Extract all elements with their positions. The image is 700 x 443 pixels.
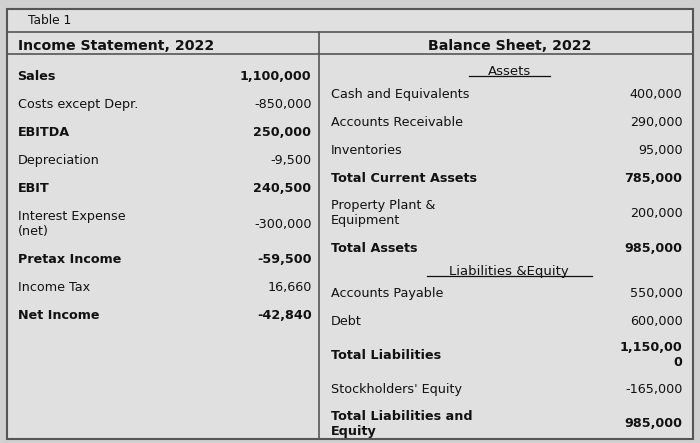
Text: Sales: Sales bbox=[18, 70, 56, 83]
Text: 1,100,000: 1,100,000 bbox=[240, 70, 312, 83]
Text: 600,000: 600,000 bbox=[630, 315, 682, 328]
Text: -165,000: -165,000 bbox=[625, 383, 682, 396]
Text: EBIT: EBIT bbox=[18, 182, 49, 195]
Text: Depreciation: Depreciation bbox=[18, 154, 99, 167]
Text: Property Plant &
Equipment: Property Plant & Equipment bbox=[331, 199, 435, 227]
Text: 95,000: 95,000 bbox=[638, 144, 682, 157]
Text: Inventories: Inventories bbox=[331, 144, 403, 157]
Text: Table 1: Table 1 bbox=[28, 14, 71, 27]
Text: 1,150,00: 1,150,00 bbox=[620, 341, 682, 354]
Text: Cash and Equivalents: Cash and Equivalents bbox=[331, 88, 470, 101]
Text: Accounts Receivable: Accounts Receivable bbox=[331, 116, 463, 129]
Text: Total Liabilities and
Equity: Total Liabilities and Equity bbox=[331, 409, 472, 438]
Text: -9,500: -9,500 bbox=[270, 154, 312, 167]
Text: 16,660: 16,660 bbox=[267, 281, 312, 294]
Text: Total Assets: Total Assets bbox=[331, 242, 418, 255]
Text: Accounts Payable: Accounts Payable bbox=[331, 288, 444, 300]
Text: EBITDA: EBITDA bbox=[18, 126, 69, 139]
Text: 200,000: 200,000 bbox=[630, 207, 682, 220]
Text: 985,000: 985,000 bbox=[624, 417, 682, 430]
Text: 785,000: 785,000 bbox=[624, 172, 682, 185]
Text: 400,000: 400,000 bbox=[630, 88, 682, 101]
Text: Assets: Assets bbox=[488, 65, 531, 78]
Text: Balance Sheet, 2022: Balance Sheet, 2022 bbox=[428, 39, 591, 53]
Text: Liabilities &Equity: Liabilities &Equity bbox=[449, 265, 569, 278]
Text: 0: 0 bbox=[673, 356, 682, 369]
Text: Pretax Income: Pretax Income bbox=[18, 253, 121, 266]
Text: 240,500: 240,500 bbox=[253, 182, 312, 195]
Text: Stockholders' Equity: Stockholders' Equity bbox=[331, 383, 462, 396]
Text: Net Income: Net Income bbox=[18, 309, 99, 322]
Text: -59,500: -59,500 bbox=[257, 253, 312, 266]
Text: -850,000: -850,000 bbox=[254, 98, 312, 111]
Text: 250,000: 250,000 bbox=[253, 126, 312, 139]
Text: Income Tax: Income Tax bbox=[18, 281, 90, 294]
Text: 985,000: 985,000 bbox=[624, 242, 682, 255]
Text: Income Statement, 2022: Income Statement, 2022 bbox=[18, 39, 213, 53]
Text: -42,840: -42,840 bbox=[257, 309, 312, 322]
Text: Costs except Depr.: Costs except Depr. bbox=[18, 98, 138, 111]
Text: Interest Expense
(net): Interest Expense (net) bbox=[18, 210, 125, 238]
Text: 550,000: 550,000 bbox=[629, 288, 682, 300]
Text: Total Current Assets: Total Current Assets bbox=[331, 172, 477, 185]
Text: Debt: Debt bbox=[331, 315, 362, 328]
Text: Total Liabilities: Total Liabilities bbox=[331, 349, 441, 362]
Text: -300,000: -300,000 bbox=[254, 218, 312, 231]
Text: 290,000: 290,000 bbox=[630, 116, 682, 129]
